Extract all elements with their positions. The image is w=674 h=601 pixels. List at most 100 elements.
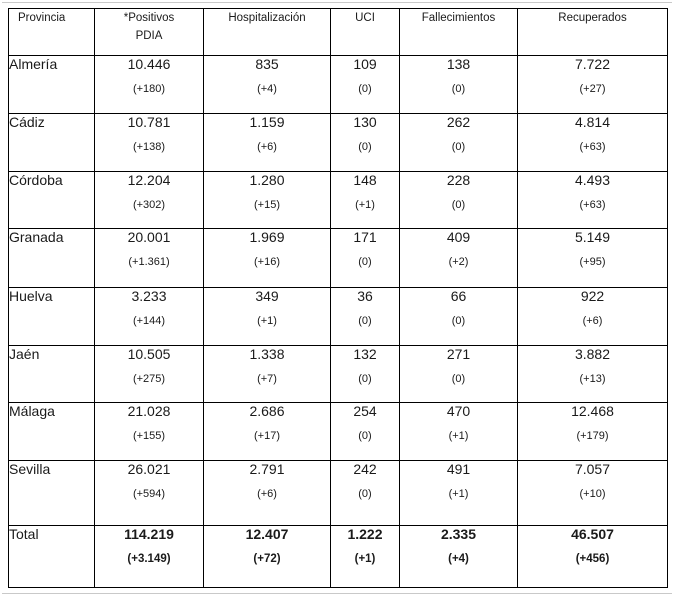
cell-delta: (+179) — [576, 430, 609, 442]
cell-value: 12.468 — [571, 403, 614, 420]
province-name: Jaén — [8, 345, 95, 403]
cell-delta: (+63) — [579, 199, 606, 211]
cell-delta: (+1.361) — [128, 256, 170, 268]
cell-delta: (+6) — [257, 141, 277, 153]
cell-value: 470 — [446, 403, 471, 420]
cell-cordoba-uci: 148 (+1) — [330, 171, 400, 229]
cell-granada-positivos: 20.001 (+1.361) — [94, 228, 204, 288]
cell-delta: (0) — [358, 141, 372, 153]
cell-granada-uci: 171 (0) — [330, 228, 400, 288]
cell-cadiz-uci: 130 (0) — [330, 113, 400, 172]
total-row: Total 114.219 (+3.149) 12.407 (+72) 1.222 (+1)… — [8, 525, 668, 588]
province-name: Málaga — [8, 402, 95, 461]
cell-huelva-hospitalizacion: 349 (+1) — [203, 287, 331, 346]
cell-value: 922 — [580, 288, 605, 305]
cell-delta: (+1) — [448, 488, 469, 500]
cell-sevilla-positivos: 26.021 (+594) — [94, 460, 204, 526]
province-name: Córdoba — [8, 171, 95, 229]
cell-sevilla-uci: 242 (0) — [330, 460, 400, 526]
cell-delta: (+138) — [132, 141, 166, 153]
column-header-line: Provincia — [18, 12, 66, 24]
cell-delta: (0) — [358, 488, 372, 500]
cell-value: 12.204 — [127, 172, 171, 189]
cell-value: 5.149 — [574, 229, 611, 246]
cell-value: 10.781 — [127, 114, 171, 131]
cell-value: 271 — [446, 346, 471, 363]
cell-value: 46.507 — [571, 526, 614, 543]
table-row-sevilla: Sevilla 26.021 (+594) 2.791 (+6) 242 (0) 491 (+1… — [8, 460, 668, 526]
cell-delta: (+594) — [132, 488, 166, 500]
cell-cordoba-fallecimientos: 228 (0) — [399, 171, 518, 229]
cell-delta: (0) — [358, 315, 372, 327]
cell-value: 20.001 — [127, 229, 171, 246]
cell-value: 66 — [450, 288, 467, 305]
cell-value: 171 — [353, 229, 377, 246]
cell-cordoba-hospitalizacion: 1.280 (+15) — [203, 171, 331, 229]
cell-value: 114.219 — [124, 526, 174, 543]
cell-huelva-uci: 36 (0) — [330, 287, 400, 346]
cell-value: 130 — [353, 114, 377, 131]
cell-cordoba-recuperados: 4.493 (+63) — [517, 171, 668, 229]
cell-delta: (0) — [358, 256, 372, 268]
cell-almeria-recuperados: 7.722 (+27) — [517, 55, 668, 114]
cell-total-recuperados: 46.507 (+456) — [517, 525, 668, 588]
cell-delta: (+10) — [579, 488, 606, 500]
cell-value: 254 — [353, 403, 377, 420]
cell-malaga-uci: 254 (0) — [330, 402, 400, 461]
cell-cadiz-hospitalizacion: 1.159 (+6) — [203, 113, 331, 172]
cell-value: 21.028 — [127, 403, 171, 420]
cell-value: 7.722 — [574, 56, 611, 73]
cell-delta: (+16) — [254, 256, 280, 268]
cell-cordoba-positivos: 12.204 (+302) — [94, 171, 204, 229]
column-header-line: *Positivos — [123, 12, 175, 24]
cell-almeria-positivos: 10.446 (+180) — [94, 55, 204, 114]
cell-delta: (+1) — [448, 430, 469, 442]
cell-delta: (+275) — [132, 373, 166, 385]
cell-value: 409 — [446, 229, 471, 246]
cell-cadiz-positivos: 10.781 (+138) — [94, 113, 204, 172]
province-name: Almería — [8, 55, 95, 114]
province-name: Sevilla — [8, 460, 95, 526]
cell-malaga-positivos: 21.028 (+155) — [94, 402, 204, 461]
cell-delta: (+13) — [579, 373, 606, 385]
cell-sevilla-hospitalizacion: 2.791 (+6) — [203, 460, 331, 526]
cell-value: 1.222 — [347, 526, 383, 543]
cell-delta: (+7) — [257, 373, 277, 385]
cell-jaen-uci: 132 (0) — [330, 345, 400, 403]
table-row-malaga: Málaga 21.028 (+155) 2.686 (+17) 254 (0) 470 (+1… — [8, 402, 668, 461]
table-row-granada: Granada 20.001 (+1.361) 1.969 (+16) 171 (0) 409… — [8, 228, 668, 288]
cell-malaga-hospitalizacion: 2.686 (+17) — [203, 402, 331, 461]
cell-delta: (0) — [451, 373, 466, 385]
cell-value: 2.686 — [249, 403, 285, 420]
total-label: Total — [8, 525, 95, 588]
table-row-huelva: Huelva 3.233 (+144) 349 (+1) 36 (0) 66 (0) 922 (+6… — [8, 287, 668, 346]
province-name: Granada — [8, 228, 95, 288]
cell-total-hospitalizacion: 12.407 (+72) — [203, 525, 331, 588]
cell-value: 1.338 — [249, 346, 285, 363]
cell-almeria-uci: 109 (0) — [330, 55, 400, 114]
cell-granada-fallecimientos: 409 (+2) — [399, 228, 518, 288]
cell-delta: (0) — [451, 141, 466, 153]
cell-value: 12.407 — [245, 526, 289, 543]
table-row-cadiz: Cádiz 10.781 (+138) 1.159 (+6) 130 (0) 262 (0) 4.… — [8, 113, 668, 172]
cell-value: 10.446 — [127, 56, 171, 73]
cell-jaen-hospitalizacion: 1.338 (+7) — [203, 345, 331, 403]
cell-delta: (+180) — [132, 83, 166, 95]
cell-delta: (+1) — [354, 553, 376, 565]
cell-granada-hospitalizacion: 1.969 (+16) — [203, 228, 331, 288]
cell-sevilla-fallecimientos: 491 (+1) — [399, 460, 518, 526]
column-header-recuperados: Recuperados — [517, 8, 668, 56]
column-header-line: Fallecimientos — [421, 12, 496, 24]
province-name: Cádiz — [8, 113, 95, 172]
cell-cadiz-recuperados: 4.814 (+63) — [517, 113, 668, 172]
cell-delta: (+456) — [575, 553, 610, 565]
cell-value: 2.335 — [440, 526, 477, 543]
cell-almeria-hospitalizacion: 835 (+4) — [203, 55, 331, 114]
cell-value: 349 — [255, 288, 279, 305]
cell-delta: (0) — [358, 373, 372, 385]
cell-delta: (+72) — [253, 553, 281, 565]
cell-total-uci: 1.222 (+1) — [330, 525, 400, 588]
cell-almeria-fallecimientos: 138 (0) — [399, 55, 518, 114]
column-header-line: PDIA — [135, 30, 163, 42]
cell-delta: (+2) — [448, 256, 469, 268]
